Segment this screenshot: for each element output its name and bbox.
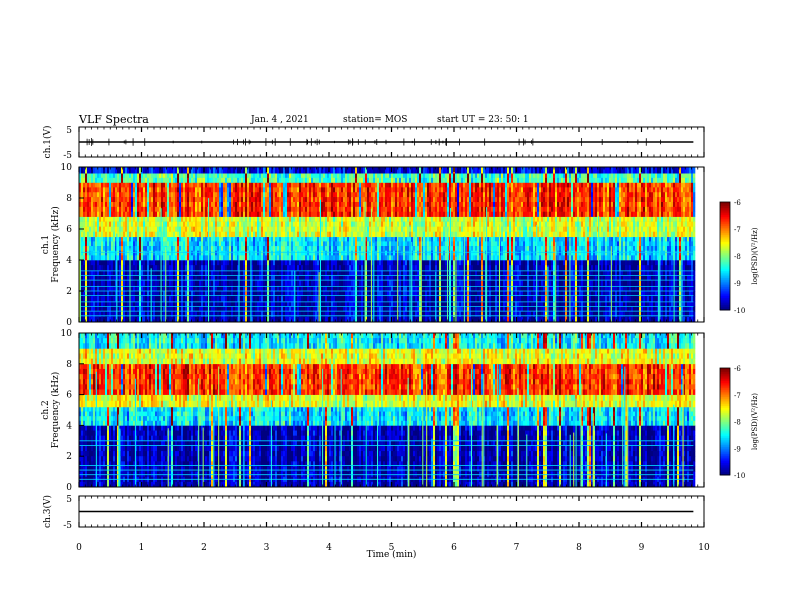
y-tick-label: 2 [66, 287, 72, 297]
colorbar-frame [719, 367, 731, 476]
spectrogram-ch2-spectrogram [79, 332, 696, 488]
spectrogram-ch1-spectrogram [79, 166, 696, 323]
x-tick-label: 8 [576, 543, 582, 553]
colorbar-tick-label: -8 [734, 253, 741, 261]
x-tick-label: 5 [389, 543, 395, 553]
colorbar-tick-label: -6 [734, 199, 741, 207]
x-tick-label: 7 [514, 543, 520, 553]
x-tick-label: 1 [139, 543, 145, 553]
y-tick-label: 10 [61, 329, 73, 339]
figure-start-time: start UT = 23: 50: 1 [437, 115, 529, 125]
y-axis-label: ch.1(V) [42, 126, 53, 159]
y-axis-label: ch.3(V) [42, 495, 53, 528]
colorbar-label: log(PSD)(V²/Hz) [751, 393, 759, 450]
figure-date: Jan. 4 , 2021 [251, 115, 309, 125]
y-tick-label: 0 [66, 483, 72, 493]
y-tick-label: 4 [66, 256, 72, 266]
y-tick-label: 2 [66, 452, 72, 462]
colorbar-tick-label: -10 [734, 307, 745, 315]
x-tick-label: 10 [698, 543, 710, 553]
y-tick-label: 5 [66, 126, 72, 136]
x-axis-label: Time (min) [367, 549, 417, 560]
y-tick-label: 4 [66, 421, 72, 431]
figure-title: VLF Spectra [79, 113, 149, 126]
colorbar-tick-label: -8 [734, 419, 741, 427]
y-tick-label: 6 [66, 391, 72, 401]
y-tick-label: 10 [61, 163, 73, 173]
colorbar [719, 367, 731, 476]
y-axis-label: ch.2Frequency (kHz) [41, 372, 61, 449]
colorbar-tick-label: -9 [734, 280, 741, 288]
y-tick-label: 0 [66, 318, 72, 328]
y-tick-label: -5 [63, 151, 72, 161]
x-tick-label: 3 [264, 543, 270, 553]
colorbar [719, 201, 731, 311]
y-axis-label: ch.1Frequency (kHz) [41, 206, 61, 283]
colorbar-tick-label: -6 [734, 365, 741, 373]
colorbar-tick-label: -7 [734, 392, 741, 400]
x-tick-label: 2 [201, 543, 207, 553]
x-tick-label: 6 [451, 543, 457, 553]
y-tick-label: -5 [63, 521, 72, 531]
x-tick-label: 4 [326, 543, 332, 553]
x-tick-label: 0 [76, 543, 82, 553]
colorbar-tick-label: -7 [734, 226, 741, 234]
colorbar-frame [719, 201, 731, 311]
colorbar-tick-label: -9 [734, 445, 741, 453]
colorbar-tick-label: -10 [734, 472, 745, 480]
x-tick-label: 9 [639, 543, 645, 553]
y-tick-label: 8 [66, 194, 72, 204]
colorbar-label: log(PSD)(V²/Hz) [751, 227, 759, 284]
y-tick-label: 8 [66, 360, 72, 370]
y-tick-label: 5 [66, 495, 72, 505]
figure-station: station= MOS [343, 115, 408, 125]
y-tick-label: 6 [66, 225, 72, 235]
